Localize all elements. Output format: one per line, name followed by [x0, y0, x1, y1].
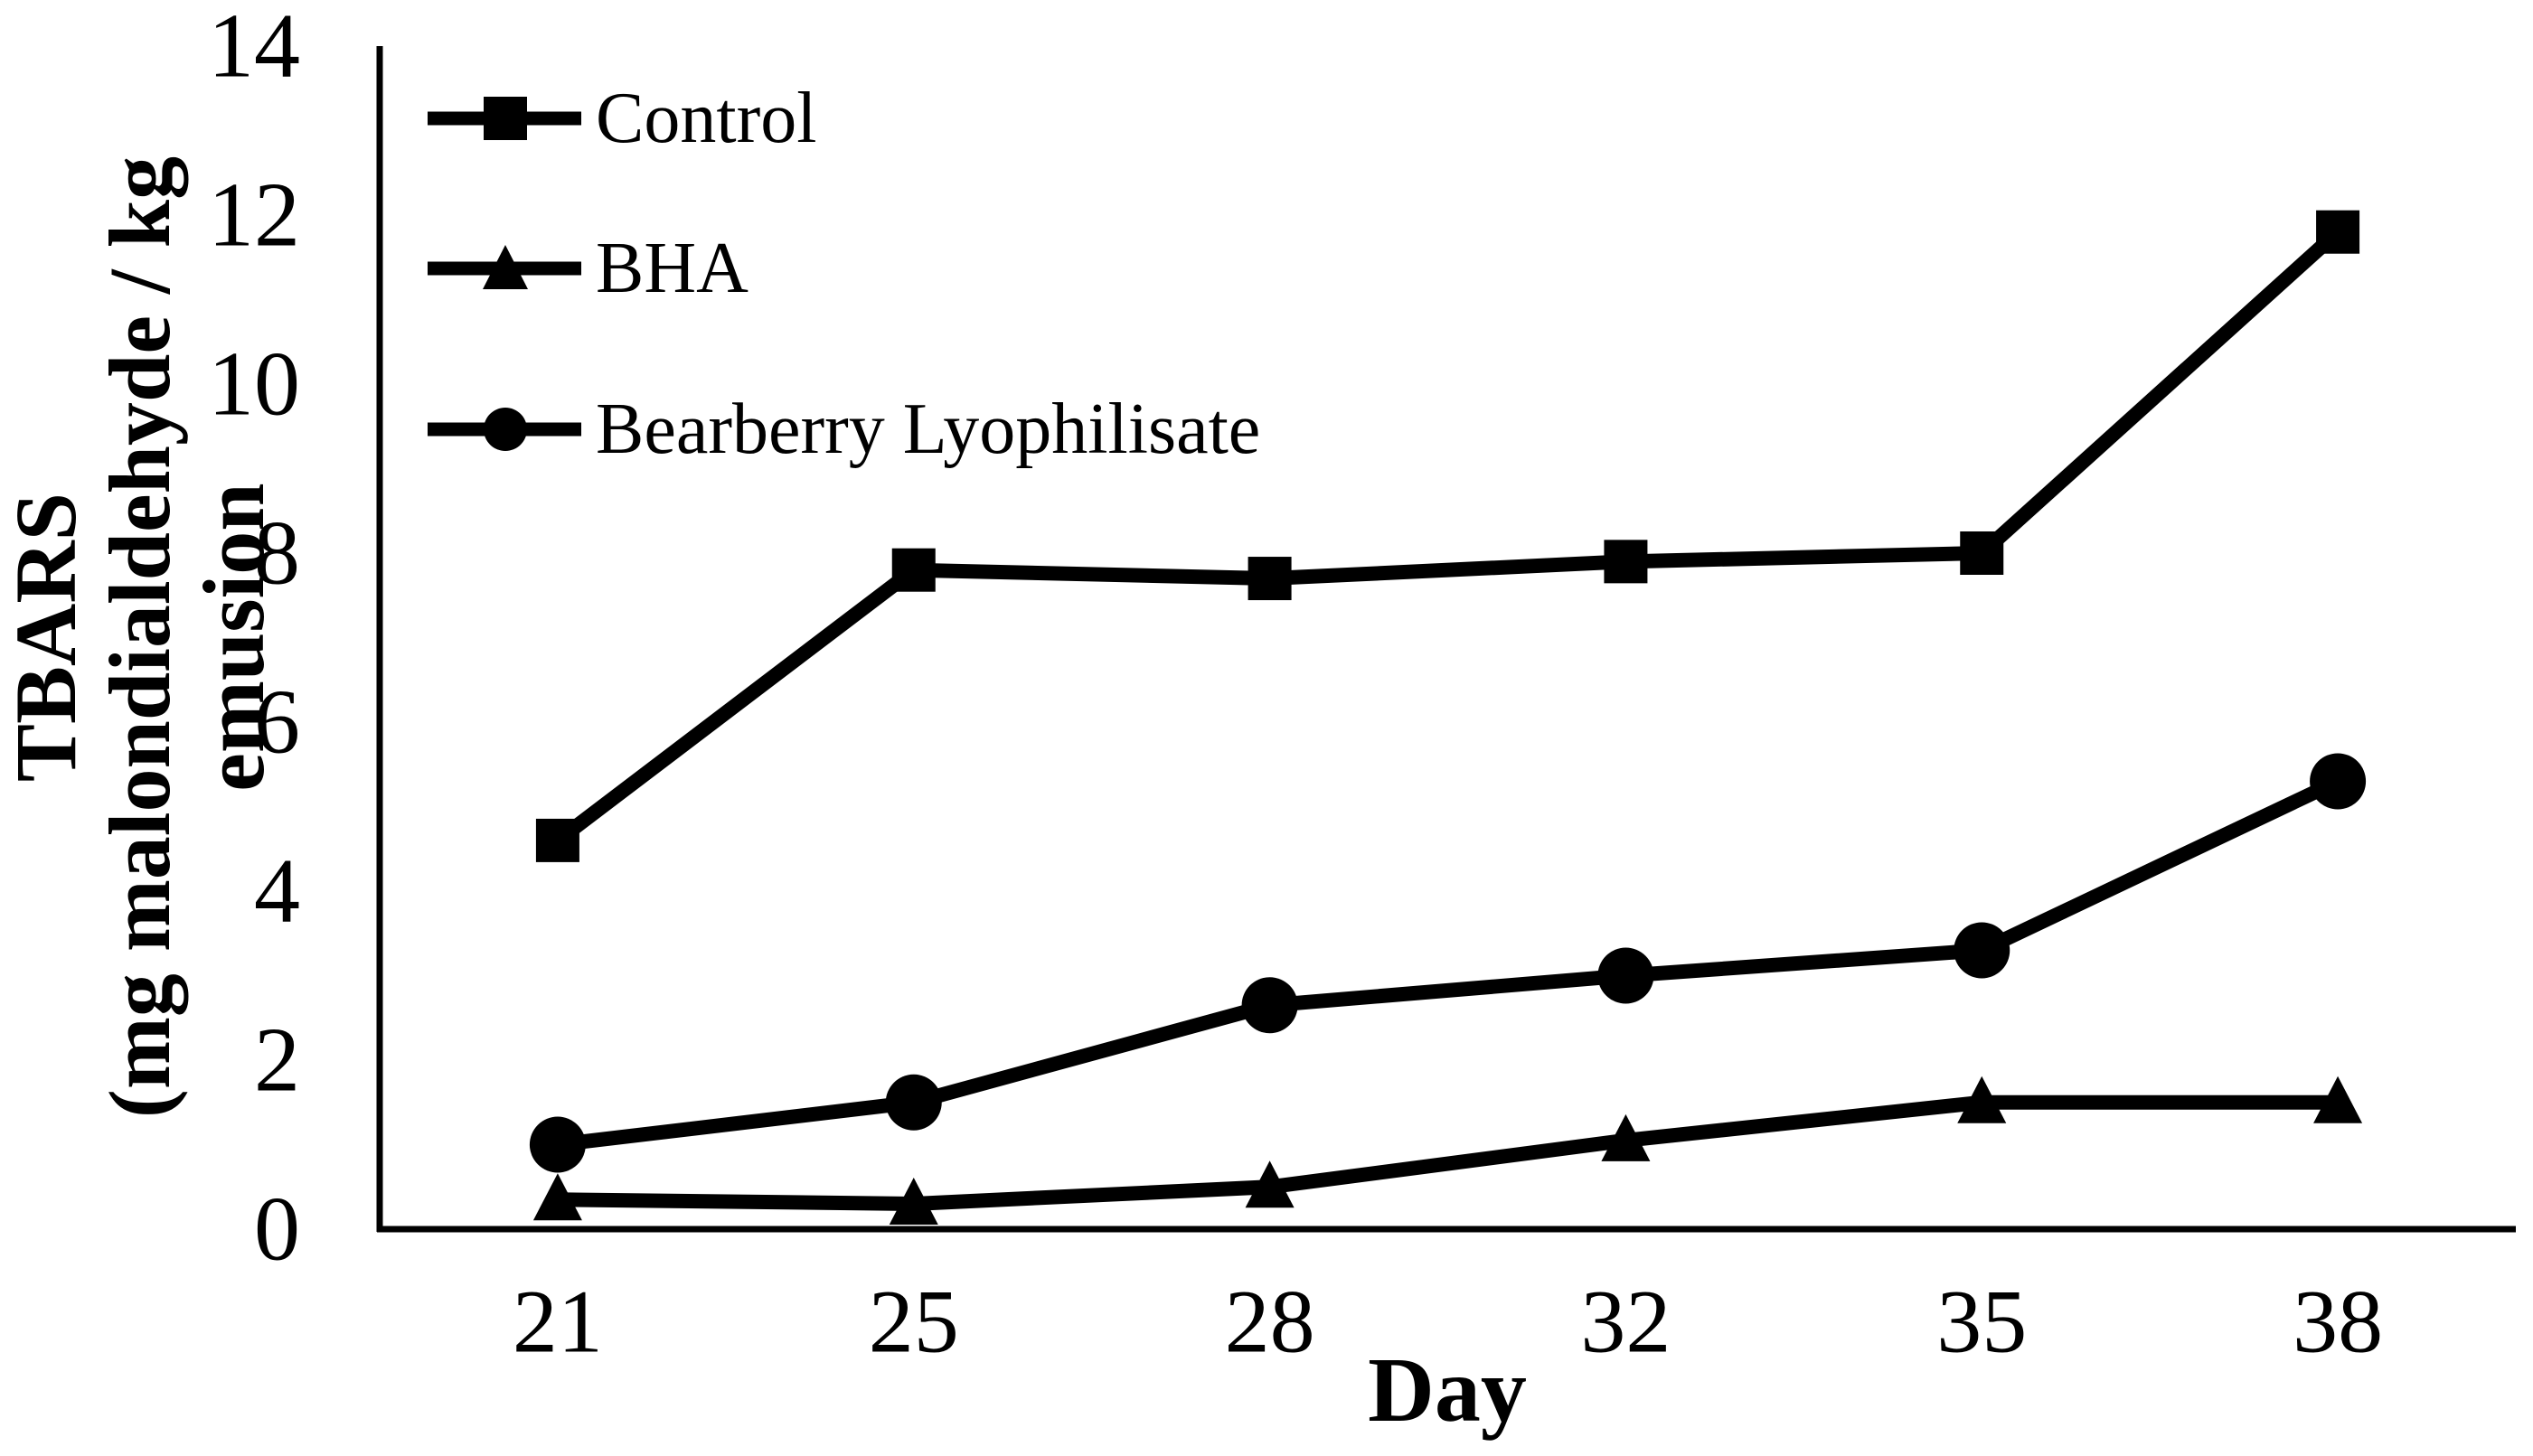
- x-tick-label: 28: [1225, 1272, 1315, 1372]
- data-point-circle: [2310, 753, 2367, 810]
- series-line-control: [553, 226, 2343, 847]
- x-axis-title: Day: [1368, 1339, 1527, 1442]
- y-tick-label: 10: [208, 333, 300, 436]
- series-line-bha: [557, 1094, 2339, 1211]
- data-point-triangle: [1245, 1160, 1295, 1208]
- y-tick-label: 0: [254, 1179, 300, 1281]
- y-axis-title-line3: emusion: [185, 483, 282, 792]
- data-point-square: [2316, 210, 2360, 254]
- data-point-triangle: [1957, 1076, 2007, 1123]
- legend-label: Bearberry Lyophilisate: [596, 390, 1261, 469]
- data-point-triangle: [2313, 1076, 2363, 1123]
- x-tick-label: 35: [1936, 1272, 2027, 1372]
- data-point-triangle: [889, 1177, 938, 1225]
- legend-item-bha: BHA: [425, 232, 749, 305]
- legend-item-control: Control: [425, 82, 816, 155]
- data-point-circle: [529, 1116, 586, 1173]
- y-tick-label: 2: [254, 1010, 300, 1112]
- data-point-square: [1960, 531, 2004, 575]
- y-axis-title: TBARS (mg malondialdehyde / kg emusion: [0, 0, 282, 1315]
- x-tick-label: 25: [869, 1272, 959, 1372]
- y-tick-label: 8: [254, 503, 300, 605]
- legend-label: Control: [596, 79, 817, 158]
- circle-marker-icon: [428, 408, 581, 451]
- triangle-marker-icon: [428, 245, 581, 289]
- data-point-circle: [885, 1074, 942, 1131]
- y-tick-label: 14: [208, 0, 300, 98]
- y-axis-title-line2: (mg malondialdehyde / kg: [91, 155, 188, 1119]
- data-point-triangle: [1601, 1113, 1651, 1161]
- x-tick-label: 21: [513, 1272, 603, 1372]
- data-point-circle: [1241, 977, 1298, 1034]
- data-point-circle: [1954, 922, 2010, 979]
- data-point-square: [1604, 540, 1648, 584]
- x-tick-label: 32: [1580, 1272, 1671, 1372]
- legend-label: BHA: [596, 229, 749, 308]
- y-tick-label: 6: [254, 672, 300, 774]
- y-axis-title-line1: TBARS: [0, 492, 94, 783]
- y-tick-label: 4: [254, 841, 300, 943]
- data-point-triangle: [532, 1173, 582, 1221]
- data-point-circle: [1597, 947, 1654, 1004]
- data-point-square: [535, 818, 579, 862]
- legend-item-bearberry: Bearberry Lyophilisate: [425, 393, 1260, 465]
- data-point-square: [891, 548, 936, 592]
- square-marker-icon: [428, 97, 581, 140]
- data-point-square: [1248, 557, 1292, 601]
- series-line-bearberry-lyophilisate: [556, 775, 2341, 1152]
- y-tick-label: 12: [208, 164, 300, 267]
- x-tick-label: 38: [2293, 1272, 2383, 1372]
